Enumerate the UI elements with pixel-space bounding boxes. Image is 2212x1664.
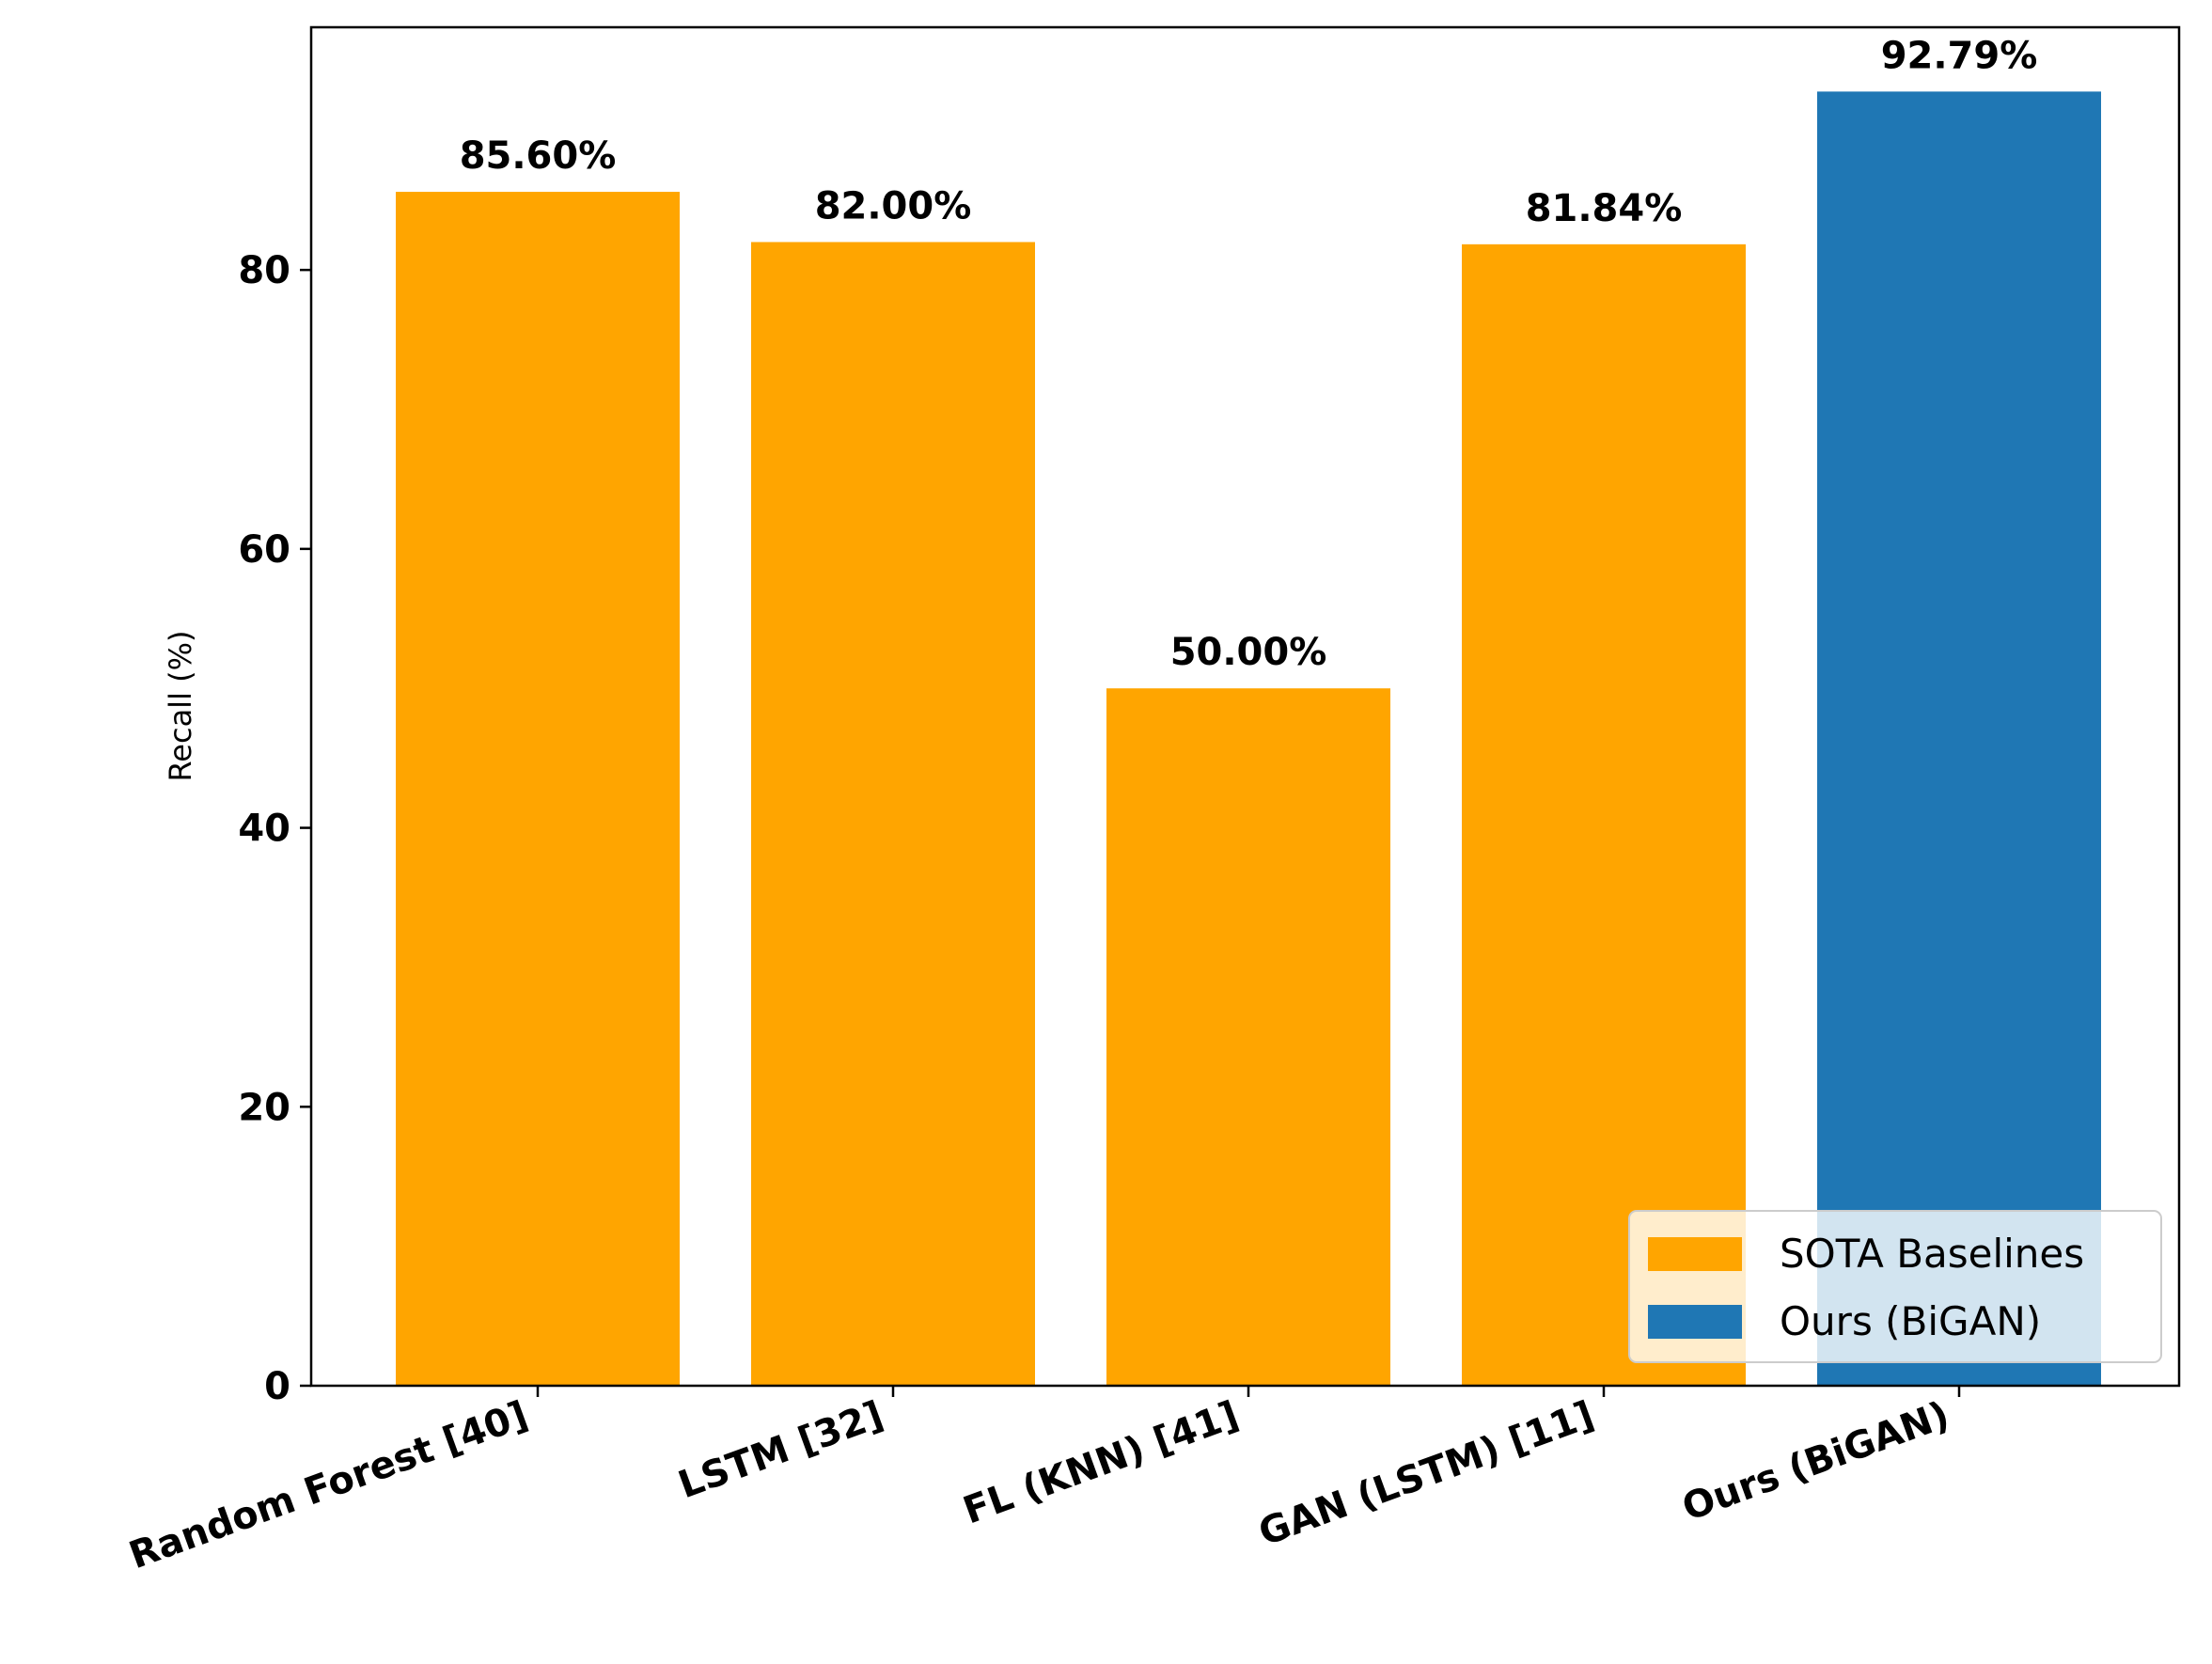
legend-box xyxy=(1628,1210,2162,1363)
legend-label-0: SOTA Baselines xyxy=(1780,1231,2084,1277)
bar-value-label-4: 92.79% xyxy=(1881,34,2038,77)
legend: SOTA Baselines Ours (BiGAN) xyxy=(1628,1210,2162,1363)
bar-4 xyxy=(1817,91,2101,1387)
y-tick-label-0: 0 xyxy=(264,1365,290,1408)
bar-0 xyxy=(396,192,680,1386)
y-tick-label-1: 20 xyxy=(238,1086,290,1129)
legend-label-1: Ours (BiGAN) xyxy=(1780,1298,2041,1344)
x-tick-label-0: Random Forest [40] xyxy=(124,1393,534,1578)
x-tick-label-2: FL (KNN) [41] xyxy=(958,1393,1245,1532)
bar-value-label-3: 81.84% xyxy=(1526,187,1683,230)
bar-value-label-2: 50.00% xyxy=(1170,631,1327,674)
plot-frame xyxy=(309,25,2181,1388)
x-tick-label-3: GAN (LSTM) [11] xyxy=(1253,1393,1599,1555)
x-tick-label-4: Ours (BiGAN) xyxy=(1677,1393,1955,1530)
x-tick-label-1: LSTM [32] xyxy=(673,1393,889,1507)
legend-swatch-0 xyxy=(1648,1237,1742,1271)
y-axis-title: Recall (%) xyxy=(163,630,198,781)
legend-swatch-1 xyxy=(1648,1305,1742,1339)
bar-2 xyxy=(1106,688,1390,1386)
y-tick-label-3: 60 xyxy=(238,528,290,572)
bar-3 xyxy=(1462,243,1746,1386)
y-tick-label-4: 80 xyxy=(238,249,290,292)
y-tick-label-2: 40 xyxy=(238,808,290,851)
bar-1 xyxy=(751,242,1035,1386)
bar-value-label-0: 85.60% xyxy=(460,134,617,178)
bar-value-label-1: 82.00% xyxy=(815,184,972,228)
